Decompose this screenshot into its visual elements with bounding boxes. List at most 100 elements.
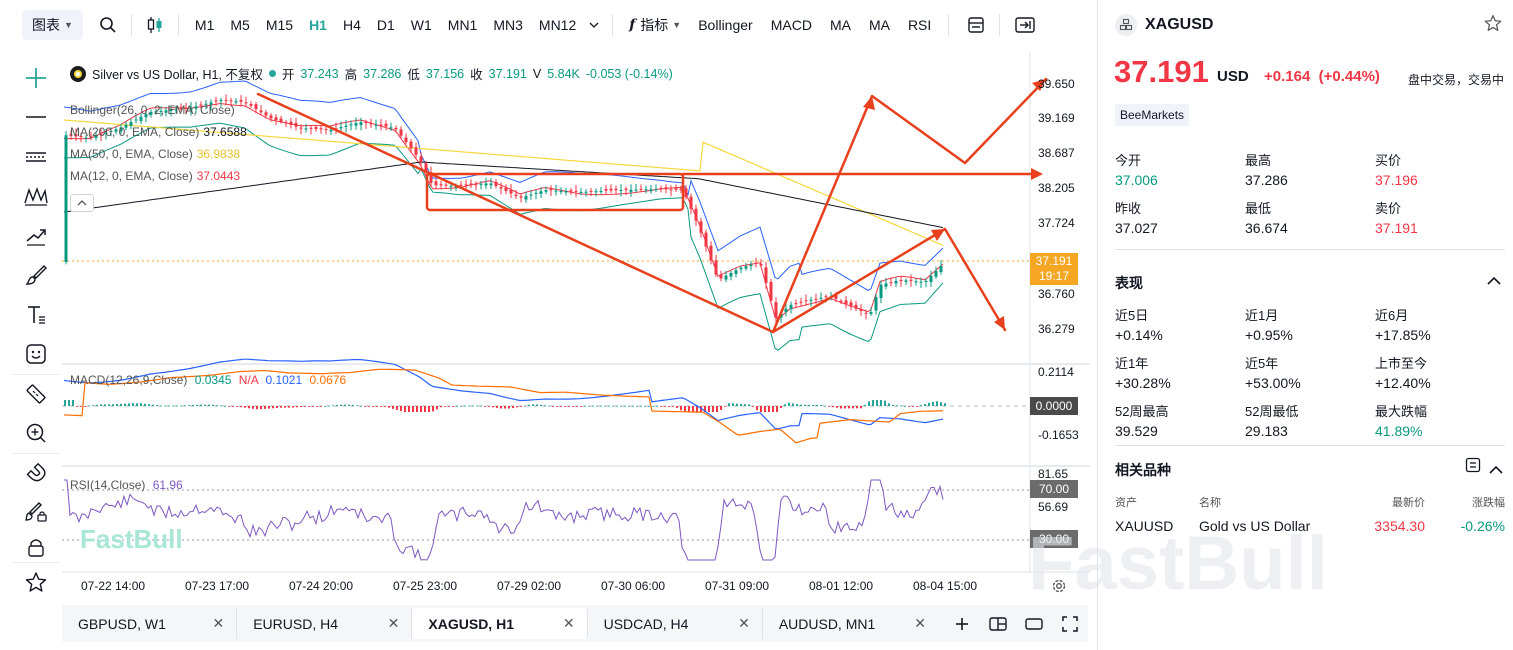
candle-body: [294, 123, 298, 127]
text-tool[interactable]: [12, 295, 60, 335]
lock-drawings-tool[interactable]: [12, 493, 60, 533]
tab-usdcad-h4[interactable]: USDCAD, H4 ✕: [588, 608, 763, 639]
interval-w1[interactable]: W1: [410, 17, 432, 33]
interval-mn12[interactable]: MN12: [538, 17, 577, 33]
measure-tool[interactable]: [12, 374, 60, 414]
close-icon[interactable]: ✕: [562, 615, 575, 631]
indicators-dropdown[interactable]: f 指标 ▼: [621, 10, 689, 40]
magnet-tool[interactable]: [12, 453, 60, 493]
layout-button[interactable]: [961, 10, 991, 40]
brush-tool[interactable]: [12, 256, 60, 296]
close-icon[interactable]: ✕: [738, 615, 750, 631]
annotation-rectangle[interactable]: [425, 172, 685, 212]
candle-body: [644, 189, 648, 191]
macd-histogram-bar: [412, 406, 414, 412]
interval-d1[interactable]: D1: [376, 17, 395, 33]
tab-xagusd-h1[interactable]: XAGUSD, H1 ✕: [412, 608, 588, 639]
macd-histogram-bar: [848, 406, 850, 409]
interval-more-button[interactable]: [584, 10, 604, 40]
tab-eurusd-h4[interactable]: EURUSD, H4 ✕: [237, 608, 413, 639]
macd-histogram-bar: [888, 403, 890, 406]
close-icon[interactable]: ✕: [212, 615, 225, 631]
macd-histogram-bar: [280, 406, 282, 408]
time-axis-label: 07-25 23:00: [393, 579, 458, 593]
macd-histogram-bar: [556, 406, 558, 407]
candle-body: [884, 283, 888, 287]
favorites-tool[interactable]: [12, 562, 60, 602]
macd-value-hist: 0.0345: [194, 373, 232, 387]
macd-histogram-bar: [652, 405, 654, 407]
macd-histogram-bar: [124, 403, 126, 406]
close-icon[interactable]: ✕: [387, 615, 400, 631]
ma200-legend[interactable]: MA(200, 0, EMA, Close) 37.6588: [70, 125, 247, 139]
close-icon[interactable]: ✕: [914, 615, 927, 631]
fullscreen-panel-button[interactable]: [1010, 10, 1040, 40]
candle-body: [844, 300, 848, 304]
macd-histogram-bar: [408, 406, 410, 412]
candle-body: [579, 191, 583, 193]
macd-histogram-bar: [732, 403, 734, 406]
candle-body: [144, 114, 148, 118]
macd-axis-label: -0.1653: [1038, 428, 1079, 442]
add-tab-button[interactable]: [944, 608, 980, 639]
split-layout-button[interactable]: [980, 608, 1016, 639]
macd-histogram-bar: [528, 404, 530, 406]
star-icon: [25, 572, 47, 592]
tab-audusd-mn1[interactable]: AUDUSD, MN1 ✕: [763, 608, 938, 639]
ma12-legend[interactable]: MA(12, 0, EMA, Close) 37.0443: [70, 169, 240, 183]
tab-label: AUDUSD, MN1: [778, 615, 876, 632]
candle-body: [169, 109, 173, 111]
candle-style-button[interactable]: [140, 10, 170, 40]
interval-m1[interactable]: M1: [194, 17, 215, 33]
interval-mn3[interactable]: MN3: [493, 17, 523, 33]
interval-m15[interactable]: M15: [265, 17, 294, 33]
related-collapse-button[interactable]: [1489, 461, 1503, 479]
search-button[interactable]: [93, 10, 123, 40]
related-list-button[interactable]: [1465, 457, 1481, 478]
rsi-legend[interactable]: RSI(14,Close) 61.96: [70, 478, 183, 492]
interval-h4[interactable]: H4: [342, 17, 361, 33]
fullscreen-button[interactable]: [1052, 608, 1088, 639]
indicator-bollinger[interactable]: Bollinger: [698, 17, 753, 33]
indicator-macd[interactable]: MACD: [770, 17, 812, 33]
pattern-tool[interactable]: [12, 177, 60, 217]
price-chart[interactable]: [0, 0, 1095, 600]
candle-body: [89, 136, 93, 138]
single-layout-button[interactable]: [1016, 608, 1052, 639]
interval-h1[interactable]: H1: [309, 17, 327, 33]
lock-tool[interactable]: [12, 532, 60, 562]
candle-body: [224, 99, 228, 101]
bollinger-legend[interactable]: Bollinger(26, 0, 2, EMA, Close): [70, 103, 235, 117]
macd-histogram-bar: [400, 406, 402, 412]
horizontal-line-tool[interactable]: [12, 98, 60, 138]
emoji-tool[interactable]: [12, 335, 60, 375]
candle-body: [289, 121, 293, 125]
candle-body: [654, 189, 658, 191]
quote-cell: 买价 37.196: [1375, 150, 1505, 188]
candle-body: [724, 275, 728, 280]
zoom-in-tool[interactable]: [12, 414, 60, 454]
chart-type-dropdown[interactable]: 图表 ▼: [22, 10, 83, 40]
interval-m5[interactable]: M5: [230, 17, 250, 33]
broker-badge[interactable]: BeeMarkets: [1115, 104, 1190, 126]
macd-histogram-bar: [864, 404, 866, 406]
macd-histogram-bar: [492, 406, 494, 408]
interval-mn1[interactable]: MN1: [447, 17, 478, 33]
performance-label: 52周最低: [1245, 404, 1299, 419]
collapse-legend-button[interactable]: [70, 194, 94, 212]
performance-grid: 近5日 +0.14% 近1月 +0.95% 近6月 +17.85% 近1年 +30.28% 近5…: [1115, 305, 1505, 439]
tab-gbpusd-w1[interactable]: GBPUSD, W1 ✕: [62, 608, 238, 639]
favorite-button[interactable]: [1484, 14, 1502, 37]
chart-settings-button[interactable]: [1051, 578, 1067, 599]
ma50-legend[interactable]: MA(50, 0, EMA, Close) 36.9838: [70, 147, 240, 161]
candle-body: [524, 196, 528, 200]
crosshair-tool[interactable]: [12, 58, 60, 98]
indicator-ma[interactable]: MA: [829, 17, 851, 33]
forecast-tool[interactable]: [12, 216, 60, 256]
channel-tool[interactable]: [12, 137, 60, 177]
indicator-ma[interactable]: MA: [868, 17, 890, 33]
macd-legend[interactable]: MACD(12,26,9,Close) 0.0345 N/A 0.1021 0.…: [70, 373, 346, 387]
indicator-rsi[interactable]: RSI: [907, 17, 932, 33]
performance-collapse-button[interactable]: [1487, 272, 1501, 290]
candle-body: [889, 282, 893, 284]
